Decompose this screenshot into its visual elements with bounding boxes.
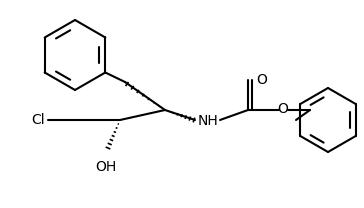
Text: O: O (256, 73, 267, 87)
Text: OH: OH (95, 160, 116, 174)
Text: Cl: Cl (31, 113, 45, 127)
Text: O: O (278, 102, 288, 116)
Text: NH: NH (198, 114, 218, 128)
